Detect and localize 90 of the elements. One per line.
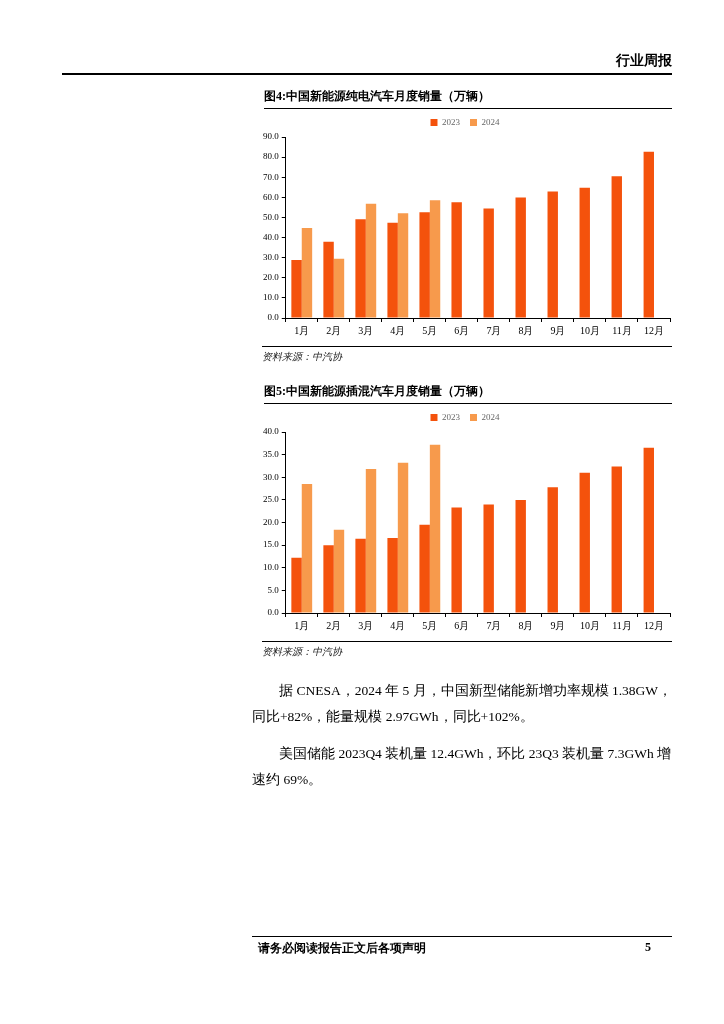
bar <box>611 466 622 613</box>
text: 资料来源：中汽协 <box>262 346 672 364</box>
y-tick-label: 30.0 <box>263 471 280 482</box>
bar <box>291 259 302 318</box>
bar <box>547 191 558 318</box>
x-tick-label: 8月 <box>518 619 534 631</box>
bar <box>547 487 558 613</box>
text: 资料来源：中汽协 <box>262 641 672 659</box>
bar <box>333 529 345 613</box>
y-tick-label: 25.0 <box>263 494 280 505</box>
x-tick-label: 4月 <box>390 619 406 631</box>
bar <box>429 444 441 613</box>
bar <box>355 538 366 613</box>
bar <box>611 176 622 318</box>
text: 美国储能 2023Q4 装机量 12.4GWh，环比 23Q3 装机量 7.3GWh 增速约 69%。 <box>252 745 672 789</box>
bar <box>291 557 302 613</box>
y-tick-label: 5.0 <box>267 584 280 595</box>
x-tick-label: 1月 <box>294 324 310 336</box>
y-tick-label: 10.0 <box>263 292 280 303</box>
y-tick-label: 30.0 <box>263 252 280 263</box>
bar <box>515 499 526 613</box>
bar <box>419 524 430 613</box>
text: 请务必阅读报告正文后各项声明 <box>258 940 426 957</box>
x-tick-label: 2月 <box>326 324 342 336</box>
y-tick-label: 20.0 <box>263 272 280 283</box>
y-tick-label: 80.0 <box>263 151 280 162</box>
x-tick-label: 9月 <box>550 324 566 336</box>
y-tick-label: 50.0 <box>263 211 280 222</box>
chart-title: 图4:中国新能源纯电汽车月度销量（万辆） <box>264 88 672 109</box>
legend-label: 2023 <box>442 116 461 127</box>
x-tick-label: 12月 <box>643 324 664 336</box>
x-tick-label: 5月 <box>422 619 438 631</box>
bar <box>643 447 654 613</box>
x-tick-label: 9月 <box>550 619 566 631</box>
x-tick-label: 11月 <box>612 324 632 336</box>
y-tick-label: 0.0 <box>267 312 280 323</box>
bar <box>397 462 409 613</box>
x-tick-label: 10月 <box>579 324 600 336</box>
x-tick-label: 2月 <box>326 619 342 631</box>
x-tick-label: 4月 <box>390 324 406 336</box>
x-tick-label: 7月 <box>486 324 502 336</box>
bar <box>419 212 430 318</box>
y-tick-label: 15.0 <box>263 539 280 550</box>
text: 5 <box>645 940 651 955</box>
x-tick-label: 7月 <box>486 619 502 631</box>
chart-title: 图5:中国新能源插混汽车月度销量（万辆） <box>264 383 672 404</box>
bar <box>301 484 313 613</box>
y-tick-label: 35.0 <box>263 448 280 459</box>
text: 行业周报 <box>616 52 672 70</box>
x-tick-label: 3月 <box>358 324 374 336</box>
bar <box>515 197 526 318</box>
bar <box>301 228 313 318</box>
y-tick-label: 20.0 <box>263 516 280 527</box>
bar <box>333 258 345 318</box>
bar <box>397 213 409 318</box>
bar <box>323 241 334 318</box>
y-tick-label: 40.0 <box>263 426 280 437</box>
text: 据 CNESA，2024 年 5 月，中国新型储能新增功率规模 1.38GW，同比+82%，能量规模 2.97GWh，同比+102%。 <box>252 682 672 726</box>
bar <box>483 208 494 318</box>
bar <box>387 537 398 613</box>
bar <box>365 469 377 613</box>
y-tick-label: 70.0 <box>263 171 280 182</box>
bar <box>579 187 590 318</box>
bar <box>365 203 377 318</box>
y-tick-label: 0.0 <box>267 607 280 618</box>
bar <box>483 504 494 613</box>
bar <box>451 507 462 613</box>
bar <box>643 151 654 318</box>
legend-label: 2024 <box>481 411 500 422</box>
bar <box>323 545 334 613</box>
bar <box>579 472 590 613</box>
x-tick-label: 1月 <box>294 619 310 631</box>
x-tick-label: 6月 <box>454 324 470 336</box>
bar <box>355 219 366 318</box>
legend-label: 2024 <box>481 116 500 127</box>
x-tick-label: 12月 <box>643 619 664 631</box>
bar <box>387 222 398 318</box>
x-tick-label: 8月 <box>518 324 534 336</box>
x-tick-label: 11月 <box>612 619 632 631</box>
y-tick-label: 40.0 <box>263 231 280 242</box>
y-tick-label: 60.0 <box>263 191 280 202</box>
x-tick-label: 10月 <box>579 619 600 631</box>
x-tick-label: 3月 <box>358 619 374 631</box>
bar <box>451 202 462 318</box>
legend-label: 2023 <box>442 411 461 422</box>
x-tick-label: 5月 <box>422 324 438 336</box>
bar <box>429 200 441 318</box>
y-tick-label: 90.0 <box>263 131 280 142</box>
y-tick-label: 10.0 <box>263 562 280 573</box>
x-tick-label: 6月 <box>454 619 470 631</box>
